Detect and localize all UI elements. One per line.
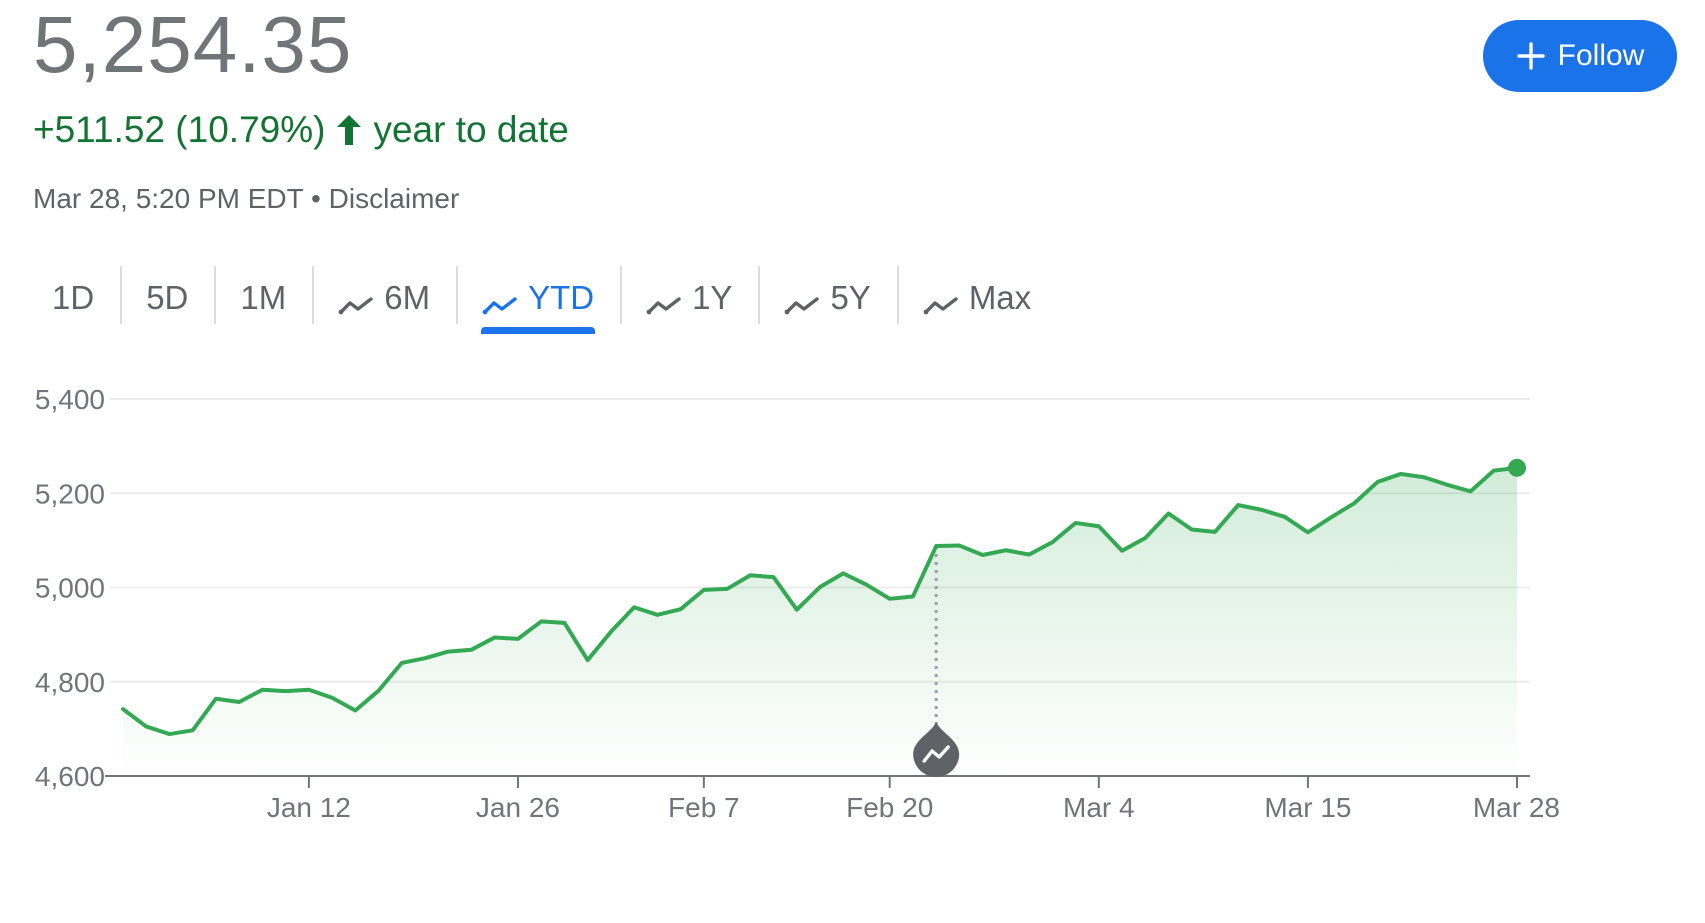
arrow-up-icon [335, 113, 363, 147]
tab-1d[interactable]: 1D [26, 262, 120, 334]
tab-5y[interactable]: 5Y [758, 262, 896, 334]
timestamp-line: Mar 28, 5:20 PM EDT • Disclaimer [33, 182, 459, 216]
tab-1m[interactable]: 1M [214, 262, 312, 334]
y-tick-label: 5,200 [35, 478, 105, 509]
trend-line-icon [482, 287, 518, 315]
x-tick-label: Jan 26 [476, 792, 560, 823]
trend-line-icon[interactable] [913, 722, 960, 777]
tab-5d[interactable]: 5D [120, 262, 214, 334]
tab-label: 1Y [692, 279, 733, 316]
x-tick-label: Feb 20 [846, 792, 933, 823]
x-tick-label: Feb 7 [668, 792, 740, 823]
trend-line-icon [923, 287, 959, 315]
follow-label: Follow [1557, 39, 1645, 72]
tab-label: 5D [146, 279, 189, 316]
last-point [1508, 458, 1526, 477]
area-fill [123, 467, 1517, 776]
trend-line-icon [784, 287, 820, 315]
series-line [121, 465, 1519, 737]
ytd-change: +511.52 (10.79%) year to date [33, 108, 569, 152]
tab-ytd[interactable]: YTD [456, 262, 620, 334]
trend-line-icon [646, 287, 682, 315]
plus-icon [1516, 41, 1546, 71]
y-tick-label: 5,000 [35, 573, 105, 604]
tab-6m[interactable]: 6M [312, 262, 456, 334]
range-tabs: 1D 5D 1M 6M YTD 1Y 5Y Max [26, 262, 1057, 334]
tab-label: 1M [240, 279, 287, 316]
tab-max[interactable]: Max [896, 262, 1057, 334]
tab-label: YTD [528, 279, 595, 316]
tab-label: Max [968, 279, 1032, 316]
x-tick-label: Jan 12 [267, 792, 351, 823]
follow-button[interactable]: Follow [1483, 20, 1677, 92]
change-period-label: year to date [373, 109, 569, 150]
tab-label: 1D [52, 279, 95, 316]
trend-line-icon [338, 287, 374, 315]
tab-label: 5Y [830, 279, 871, 316]
current-price: 5,254.35 [33, 0, 353, 89]
y-tick-label: 4,800 [35, 667, 105, 698]
timestamp: Mar 28, 5:20 PM EDT [33, 183, 304, 214]
tab-label: 6M [384, 279, 431, 316]
tab-1y[interactable]: 1Y [620, 262, 758, 334]
separator-dot: • [311, 183, 321, 214]
disclaimer-link[interactable]: Disclaimer [328, 183, 460, 214]
change-value: +511.52 (10.79%) [33, 109, 326, 150]
x-tick-label: Mar 15 [1264, 792, 1351, 823]
x-tick-label: Mar 4 [1063, 792, 1135, 823]
x-tick-label: Mar 28 [1473, 792, 1560, 823]
y-tick-label: 5,400 [35, 384, 105, 415]
price-chart: 4,600 4,800 5,000 5,200 5,400 Jan 12 Jan 26 Feb… [35, 384, 1560, 823]
y-tick-label: 4,600 [35, 761, 105, 792]
